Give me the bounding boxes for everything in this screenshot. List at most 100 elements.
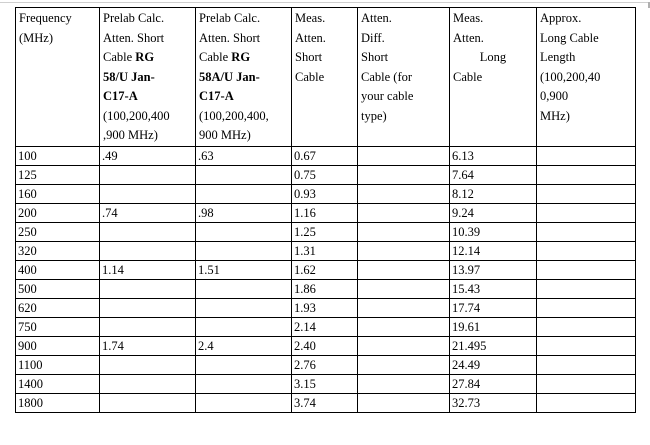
header-line: C17-A bbox=[199, 87, 288, 107]
table-cell: 160 bbox=[15, 183, 100, 204]
header-text: 900 MHz) bbox=[199, 128, 251, 142]
table-cell bbox=[536, 373, 636, 394]
table-cell: 10.39 bbox=[449, 221, 537, 242]
header-text: Atten. bbox=[295, 30, 326, 45]
table-row: 750 2.14 19.61 bbox=[15, 316, 636, 337]
table-cell bbox=[99, 392, 196, 413]
header-line: MHz) bbox=[540, 107, 632, 127]
table-cell bbox=[99, 221, 196, 242]
table-cell bbox=[195, 297, 292, 318]
header-line: Diff. bbox=[361, 29, 446, 49]
table-cell bbox=[536, 354, 636, 375]
table-cell: 125 bbox=[15, 164, 100, 185]
header-line: Prelab Calc. bbox=[103, 9, 192, 29]
table-cell bbox=[357, 335, 450, 356]
header-text: Long Cable bbox=[540, 30, 599, 45]
header-line: (100,200,400 bbox=[103, 107, 192, 127]
table-cell bbox=[195, 278, 292, 299]
header-text: Prelab Calc. bbox=[103, 11, 165, 25]
table-cell: 32.73 bbox=[449, 392, 537, 413]
header-line: Cable bbox=[295, 68, 354, 88]
table-cell: 17.74 bbox=[449, 297, 537, 318]
table-cell bbox=[357, 164, 450, 185]
table-cell bbox=[536, 145, 636, 166]
header-meas-short: Meas. Atten. Short Cable bbox=[291, 7, 358, 147]
header-text: Cable bbox=[295, 69, 325, 84]
header-text: Cable bbox=[103, 50, 136, 64]
header-text: (100,200,400 bbox=[103, 108, 170, 123]
table-cell bbox=[195, 392, 292, 413]
table-row: 160 0.93 8.12 bbox=[15, 183, 636, 204]
table-cell bbox=[536, 335, 636, 356]
table-cell bbox=[99, 316, 196, 337]
table-cell bbox=[536, 240, 636, 261]
header-text: 58A/U Jan- bbox=[199, 69, 260, 84]
header-text: Approx. bbox=[540, 11, 582, 25]
header-text: RG bbox=[231, 50, 251, 64]
header-line: Long Cable bbox=[540, 29, 632, 49]
header-line: Prelab Calc. bbox=[199, 9, 288, 29]
table-cell: 1800 bbox=[15, 392, 100, 413]
header-text: Cable bbox=[453, 69, 483, 84]
header-line: Cable (for bbox=[361, 68, 446, 88]
header-line: Short bbox=[295, 48, 354, 68]
table-cell bbox=[99, 354, 196, 375]
header-line: Frequency bbox=[19, 9, 96, 29]
header-line: 58/U Jan- bbox=[103, 68, 192, 88]
table-cell bbox=[195, 316, 292, 337]
table-cell: 1.51 bbox=[195, 259, 292, 280]
table-cell bbox=[536, 202, 636, 223]
header-line: Atten. bbox=[295, 29, 354, 49]
header-text: Cable (for bbox=[361, 69, 413, 84]
header-line: Atten. Short bbox=[199, 29, 288, 49]
table-cell bbox=[536, 278, 636, 299]
table-cell: 27.84 bbox=[449, 373, 537, 394]
table-cell bbox=[99, 297, 196, 318]
table-cell: 2.76 bbox=[291, 354, 358, 375]
header-text: 0,900 bbox=[540, 89, 569, 103]
table-row: 200.74.98 1.16 9.24 bbox=[15, 202, 636, 223]
header-text: Meas. bbox=[453, 11, 484, 25]
table-cell bbox=[195, 354, 292, 375]
table-cell bbox=[195, 183, 292, 204]
table-cell: 12.14 bbox=[449, 240, 537, 261]
table-cell: 320 bbox=[15, 240, 100, 261]
table-cell bbox=[357, 221, 450, 242]
header-text: ,900 MHz) bbox=[103, 128, 158, 142]
table-cell: 0.93 bbox=[291, 183, 358, 204]
table-cell bbox=[536, 183, 636, 204]
table-cell bbox=[99, 373, 196, 394]
scrollbar-edge-mark bbox=[648, 2, 650, 8]
table-cell: .49 bbox=[99, 145, 196, 166]
table-cell: 250 bbox=[15, 221, 100, 242]
header-line: Atten. Short bbox=[103, 29, 192, 49]
table-row: 400 1.14 1.51 1.62 13.97 bbox=[15, 259, 636, 280]
header-line: Long bbox=[453, 48, 533, 68]
header-text: Short bbox=[295, 50, 323, 64]
table-cell: 7.64 bbox=[449, 164, 537, 185]
header-line: 58A/U Jan- bbox=[199, 68, 288, 88]
header-text: (MHz) bbox=[19, 30, 54, 45]
table-cell bbox=[357, 240, 450, 261]
header-text: Atten. Short bbox=[103, 30, 165, 45]
header-text: Atten. bbox=[361, 11, 392, 25]
header-line: C17-A bbox=[103, 87, 192, 107]
table-cell: 2.4 bbox=[195, 335, 292, 356]
table-cell bbox=[536, 259, 636, 280]
table-row: 100.49.63 0.67 6.13 bbox=[15, 145, 636, 166]
table-row: 1800 3.74 32.73 bbox=[15, 392, 636, 413]
table-cell bbox=[99, 164, 196, 185]
table-cell: 1.25 bbox=[291, 221, 358, 242]
header-text: Cable bbox=[199, 50, 232, 64]
header-meas-long: Meas. Atten. Long Cable bbox=[449, 7, 537, 147]
table-cell bbox=[357, 316, 450, 337]
table-cell: 500 bbox=[15, 278, 100, 299]
attenuation-table: Frequency (MHz) Prelab Calc. Atten. Short Ca… bbox=[15, 7, 636, 413]
table-cell: 0.67 bbox=[291, 145, 358, 166]
header-text: (100,200,40 bbox=[540, 69, 601, 84]
table-cell: 1.31 bbox=[291, 240, 358, 261]
table-cell bbox=[357, 392, 450, 413]
table-cell: 1100 bbox=[15, 354, 100, 375]
header-line: Cable RG bbox=[103, 48, 192, 68]
table-cell bbox=[536, 164, 636, 185]
